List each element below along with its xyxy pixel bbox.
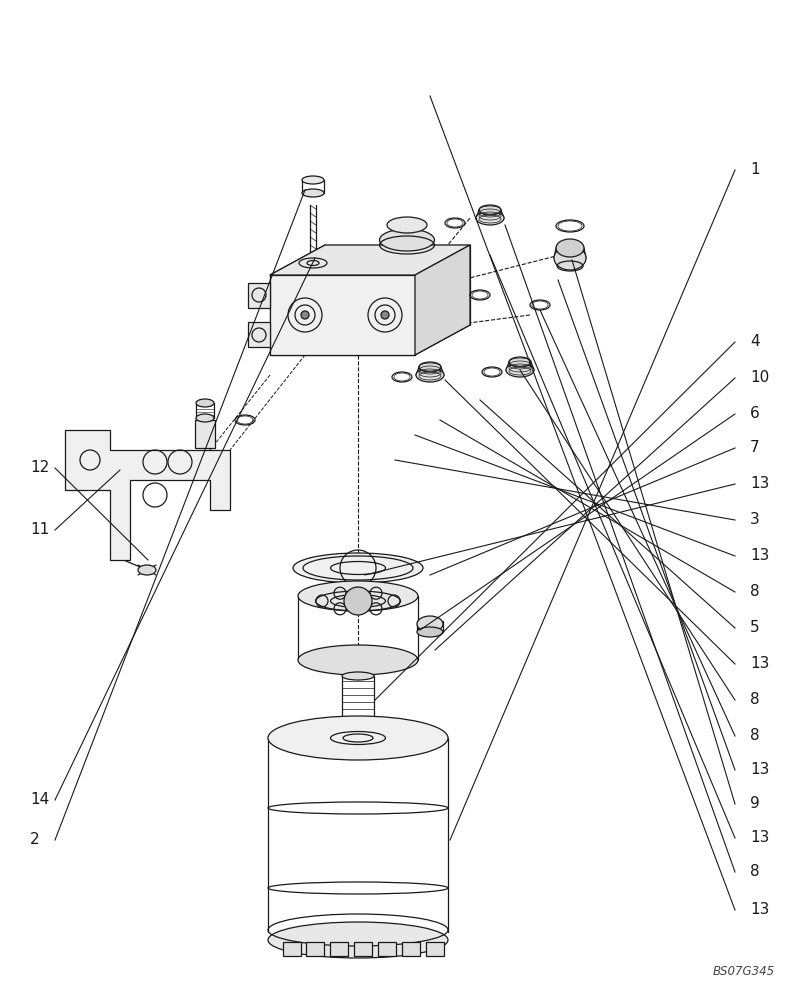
Ellipse shape bbox=[416, 368, 444, 382]
Text: 1: 1 bbox=[750, 162, 760, 178]
Ellipse shape bbox=[554, 246, 586, 270]
Ellipse shape bbox=[476, 211, 504, 225]
Polygon shape bbox=[378, 942, 396, 956]
Text: BS07G345: BS07G345 bbox=[713, 965, 775, 978]
Text: 13: 13 bbox=[750, 830, 769, 846]
Ellipse shape bbox=[268, 716, 448, 760]
Polygon shape bbox=[415, 245, 470, 355]
Text: 8: 8 bbox=[750, 864, 760, 880]
Ellipse shape bbox=[342, 672, 374, 680]
Ellipse shape bbox=[299, 258, 327, 268]
Ellipse shape bbox=[506, 363, 534, 377]
Circle shape bbox=[381, 311, 389, 319]
Text: 13: 13 bbox=[750, 762, 769, 778]
Text: 13: 13 bbox=[750, 902, 769, 918]
Circle shape bbox=[301, 311, 309, 319]
Ellipse shape bbox=[138, 565, 156, 575]
Text: 8: 8 bbox=[750, 692, 760, 708]
Text: 6: 6 bbox=[750, 406, 760, 422]
Text: 3: 3 bbox=[750, 512, 760, 528]
Text: 13: 13 bbox=[750, 656, 769, 672]
Polygon shape bbox=[354, 942, 372, 956]
Ellipse shape bbox=[556, 239, 584, 257]
Ellipse shape bbox=[417, 616, 443, 632]
Polygon shape bbox=[65, 430, 230, 560]
Text: 9: 9 bbox=[750, 796, 760, 812]
Text: 12: 12 bbox=[30, 460, 49, 476]
Ellipse shape bbox=[342, 726, 374, 734]
Text: 13: 13 bbox=[750, 477, 769, 491]
Polygon shape bbox=[402, 942, 420, 956]
Ellipse shape bbox=[196, 414, 214, 422]
Text: 4: 4 bbox=[750, 334, 760, 350]
Text: 5: 5 bbox=[750, 620, 760, 636]
Text: 11: 11 bbox=[30, 522, 49, 538]
Ellipse shape bbox=[509, 357, 531, 367]
Text: 8: 8 bbox=[750, 584, 760, 599]
Text: 13: 13 bbox=[750, 548, 769, 564]
Polygon shape bbox=[248, 322, 270, 347]
Ellipse shape bbox=[298, 645, 418, 675]
Ellipse shape bbox=[417, 627, 443, 637]
Text: 8: 8 bbox=[750, 728, 760, 744]
Ellipse shape bbox=[380, 229, 435, 251]
Polygon shape bbox=[283, 942, 301, 956]
Text: 14: 14 bbox=[30, 792, 49, 808]
Ellipse shape bbox=[302, 176, 324, 184]
Ellipse shape bbox=[293, 553, 423, 583]
Text: 10: 10 bbox=[750, 370, 769, 385]
Ellipse shape bbox=[387, 217, 427, 233]
Polygon shape bbox=[306, 942, 324, 956]
Polygon shape bbox=[195, 420, 215, 448]
Text: 7: 7 bbox=[750, 440, 760, 456]
Text: 2: 2 bbox=[30, 832, 40, 848]
Ellipse shape bbox=[298, 581, 418, 611]
Polygon shape bbox=[426, 942, 444, 956]
Ellipse shape bbox=[302, 189, 324, 197]
Polygon shape bbox=[248, 283, 270, 308]
Polygon shape bbox=[330, 942, 348, 956]
Ellipse shape bbox=[268, 922, 448, 958]
Ellipse shape bbox=[419, 362, 441, 372]
Ellipse shape bbox=[479, 205, 501, 215]
Circle shape bbox=[344, 587, 372, 615]
Polygon shape bbox=[270, 245, 470, 275]
Polygon shape bbox=[270, 275, 415, 355]
Ellipse shape bbox=[196, 399, 214, 407]
